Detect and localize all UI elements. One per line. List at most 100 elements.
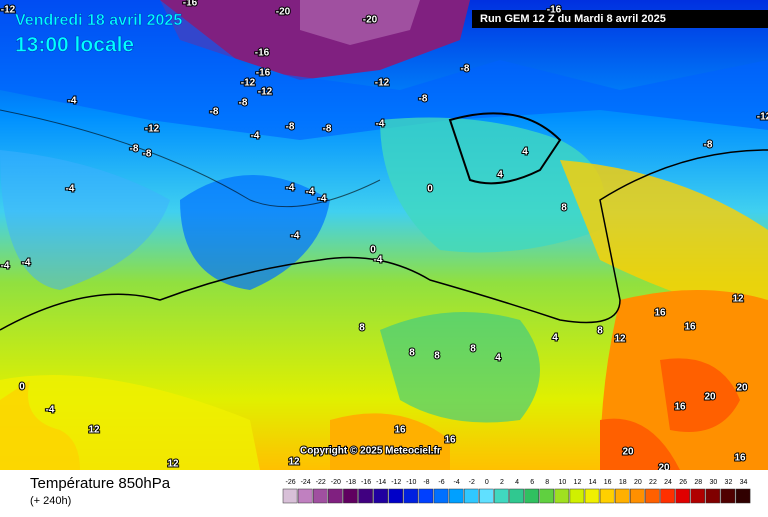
legend-swatch [554, 488, 570, 504]
contour-label: 8 [597, 326, 603, 337]
contour-label: -8 [461, 64, 470, 75]
contour-label: -12 [1, 5, 16, 16]
legend-tick-label: -20 [331, 479, 341, 486]
contour-label: -16 [255, 48, 270, 59]
legend-tick-label: -18 [346, 479, 356, 486]
legend-tick-label: -22 [316, 479, 326, 486]
legend-tick-label: 16 [604, 479, 612, 486]
contour-label: -12 [258, 87, 273, 98]
legend-swatch [433, 488, 449, 504]
legend-tick-label: 8 [545, 479, 549, 486]
contour-label: -8 [130, 144, 139, 155]
contour-label: 12 [88, 425, 100, 436]
contour-label: -8 [323, 124, 332, 135]
legend-tick-label: -24 [301, 479, 311, 486]
legend-swatch [690, 488, 706, 504]
contour-label: 12 [288, 457, 300, 468]
contour-label: 12 [614, 334, 626, 345]
legend-tick-label: 24 [664, 479, 672, 486]
legend-swatch [539, 488, 555, 504]
legend-tick-label: 34 [740, 479, 748, 486]
legend-swatch [675, 488, 690, 504]
legend-tick-label: 22 [649, 479, 657, 486]
contour-label: -4 [291, 231, 300, 242]
legend-swatch [630, 488, 645, 504]
legend-tick-label: 32 [725, 479, 733, 486]
footer: Température 850hPa (+ 240h) -26 -24 -22 -20… [0, 470, 768, 512]
legend-tick-label: 26 [679, 479, 687, 486]
legend-tick-label: 6 [530, 479, 534, 486]
contour-label: 16 [654, 308, 666, 319]
run-box [472, 10, 768, 28]
contour-label: -12 [241, 78, 256, 89]
contour-label: 0 [370, 245, 376, 256]
legend-tick-label: 14 [589, 479, 597, 486]
copyright: Copyright © 2025 Meteociel.fr [300, 446, 441, 457]
legend-swatch [448, 488, 464, 504]
contour-label: -4 [68, 96, 77, 107]
contour-label: -4 [306, 187, 315, 198]
contour-label: -20 [276, 7, 291, 18]
contour-label: -8 [704, 140, 713, 151]
contour-label: 16 [674, 402, 686, 413]
map-time: 13:00 locale [15, 34, 134, 57]
legend-swatch [463, 488, 479, 504]
footer-subtitle: (+ 240h) [30, 495, 71, 507]
contour-label: -4 [22, 258, 31, 269]
legend-swatch [358, 488, 373, 504]
legend-tick-label: 20 [634, 479, 642, 486]
legend-tick-label: 2 [500, 479, 504, 486]
contour-label: 16 [394, 425, 406, 436]
legend-swatch [297, 488, 313, 504]
contour-label: -4 [66, 184, 75, 195]
contour-label: -16 [183, 0, 198, 9]
legend-swatch [403, 488, 419, 504]
legend-tick-label: -8 [423, 479, 429, 486]
legend-swatch [584, 488, 600, 504]
legend-tick-label: -12 [391, 479, 401, 486]
legend-swatch [524, 488, 539, 504]
contour-label: 8 [359, 323, 365, 334]
legend-swatch [614, 488, 630, 504]
legend-tick-label: 28 [694, 479, 702, 486]
legend-tick-label: 18 [619, 479, 627, 486]
contour-label: 0 [19, 382, 25, 393]
contour-label: -4 [46, 405, 55, 416]
legend-swatch [494, 488, 509, 504]
header: Vendredi 18 avril 2025 13:00 locale Run … [15, 10, 768, 57]
contour-label: 8 [409, 348, 415, 359]
legend-tick-label: -26 [285, 479, 295, 486]
contour-label: 20 [704, 392, 716, 403]
contour-label: 16 [684, 322, 696, 333]
contour-label: 0 [427, 184, 433, 195]
legend-swatch [660, 488, 675, 504]
legend-tick-label: 0 [485, 479, 489, 486]
legend-tick-label: -4 [454, 479, 460, 486]
legend-tick-label: -6 [438, 479, 444, 486]
contour-label: 20 [622, 447, 634, 458]
legend-swatch [645, 488, 660, 504]
contour-label: -4 [318, 194, 327, 205]
legend-tick-label: 4 [515, 479, 519, 486]
contour-label: -8 [286, 122, 295, 133]
legend-tick-label: -14 [376, 479, 386, 486]
legend-swatch [418, 488, 434, 504]
contour-label: -12 [757, 112, 768, 123]
color-legend: -26 -24 -22 -20 -18 -16 -14 -12 -10 -8 -6 -4 -2 0 2 4 6 8… [282, 479, 751, 504]
contour-label: -4 [251, 131, 260, 142]
contour-labels: -16-20-20-16-16-12-12-8-12-8-8-8-4-12-8-… [0, 0, 768, 475]
contour-label: 4 [495, 353, 501, 364]
footer-title: Température 850hPa [30, 475, 171, 492]
contour-label: -16 [256, 68, 271, 79]
run-info: Run GEM 12 Z du Mardi 8 avril 2025 [480, 13, 666, 25]
legend-tick-label: 12 [574, 479, 582, 486]
legend-swatch [479, 488, 494, 504]
legend-tick-label: -10 [406, 479, 416, 486]
contour-label: 8 [434, 351, 440, 362]
legend-swatch [599, 488, 615, 504]
legend-swatch [373, 488, 388, 504]
legend-swatch [569, 488, 585, 504]
legend-swatch [328, 488, 343, 504]
contour-label: -4 [1, 261, 10, 272]
contour-label: 4 [552, 333, 558, 344]
